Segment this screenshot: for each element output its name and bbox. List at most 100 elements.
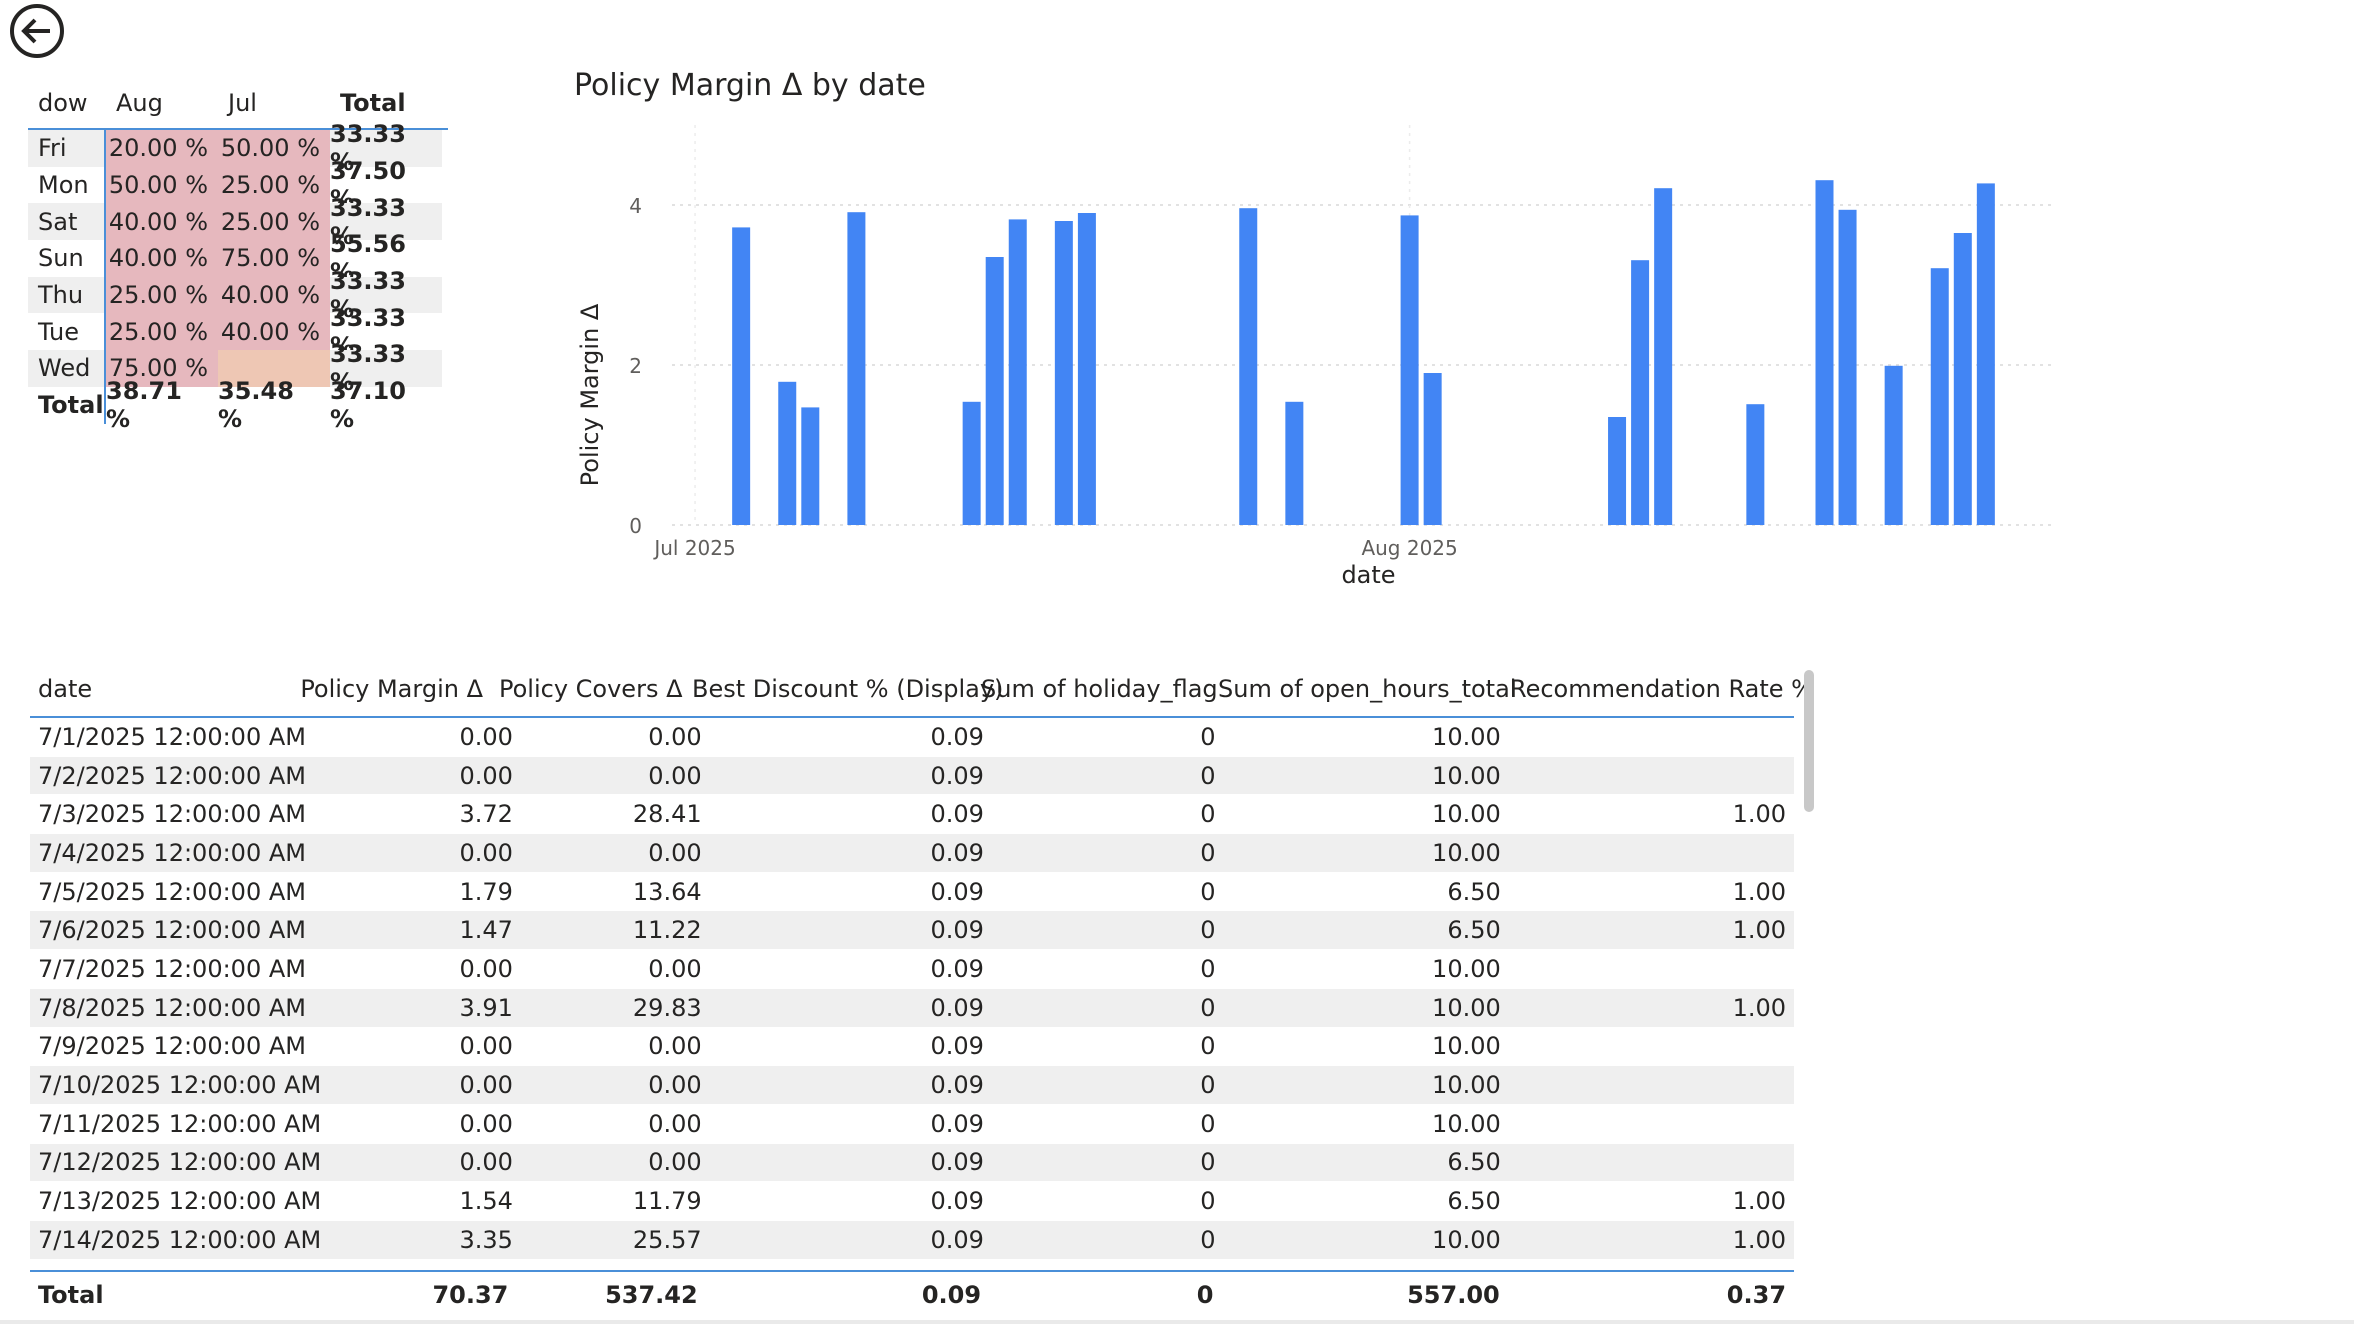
table-cell: 1.00 [1732, 916, 1786, 945]
table-cell: 0.09 [930, 993, 984, 1022]
table-cell: 0 [1200, 722, 1216, 751]
matrix-header-jul[interactable]: Jul [228, 89, 257, 117]
chart-bar[interactable] [1930, 268, 1949, 525]
table-cell: 7/2/2025 12:00:00 AM [38, 761, 306, 790]
chart-bar[interactable] [1884, 365, 1903, 525]
table-cell: 10.00 [1432, 1032, 1501, 1061]
chart-bar[interactable] [1285, 401, 1304, 525]
chart-bar[interactable] [1239, 208, 1258, 525]
chart-bar[interactable] [732, 227, 751, 525]
table-cell: 0.00 [648, 838, 702, 867]
matrix-row: Sat 40.00 % 25.00 % 33.33 % [28, 194, 448, 250]
table-row[interactable]: 7/7/2025 12:00:00 AM 0.00 0.00 0.09 0 10.00 [30, 950, 1794, 989]
table-cell: 0.09 [930, 1225, 984, 1254]
chart-bar[interactable] [1815, 180, 1834, 525]
chart-bar[interactable] [1838, 209, 1857, 526]
table-header: date Policy Margin Δ Policy Covers Δ Best D… [30, 662, 1814, 718]
table-row[interactable]: 7/4/2025 12:00:00 AM 0.00 0.00 0.09 0 10.00 [30, 834, 1794, 873]
chart-bar[interactable] [962, 401, 981, 525]
chart-bar[interactable] [1608, 417, 1627, 525]
table-cell: 0 [1200, 1032, 1216, 1061]
matrix-cell-jul: 75.00 % [218, 240, 330, 277]
chart-bar[interactable] [778, 381, 797, 525]
table-cell: 0 [1200, 1148, 1216, 1177]
chart-bar[interactable] [1976, 183, 1995, 525]
table-cell: 10.00 [1432, 993, 1501, 1022]
table-header-cell[interactable]: Recommendation Rate % [1510, 675, 1814, 703]
table-cell: 1.00 [1732, 1187, 1786, 1216]
table-header-cell[interactable]: date [38, 675, 93, 703]
table-cell: 0.00 [459, 1148, 513, 1177]
table-cell: 0.00 [459, 1109, 513, 1138]
table-cell: 0.09 [930, 761, 984, 790]
table-cell: 0.00 [648, 761, 702, 790]
back-arrow-icon [10, 4, 64, 58]
chart-bar[interactable] [1400, 215, 1419, 525]
table-cell: 6.50 [1447, 1148, 1501, 1177]
matrix-cell-dow: Fri [28, 130, 106, 167]
chart-bar[interactable] [801, 407, 820, 525]
table-total-cell: 0.37 [1726, 1281, 1787, 1309]
matrix-total-label: Total [28, 386, 106, 424]
table-cell: 7/12/2025 12:00:00 AM [38, 1148, 322, 1177]
matrix-row: Sun 40.00 % 75.00 % 55.56 % [28, 230, 448, 286]
table-row[interactable]: 7/14/2025 12:00:00 AM 3.35 25.57 0.09 0 10.00… [30, 1220, 1794, 1260]
matrix-cell-aug: 40.00 % [106, 203, 218, 241]
matrix-header-aug[interactable]: Aug [116, 89, 163, 117]
chart-bar[interactable] [1054, 221, 1073, 525]
table-cell: 10.00 [1432, 1109, 1501, 1138]
table-cell: 0.00 [648, 1071, 702, 1100]
table-cell: 10.00 [1432, 1225, 1501, 1254]
table-header-cell[interactable]: Best Discount % (Display) [692, 675, 1004, 703]
chart-bar[interactable] [1008, 219, 1027, 525]
table-row[interactable]: 7/8/2025 12:00:00 AM 3.91 29.83 0.09 0 10.00 1… [30, 988, 1794, 1028]
matrix-header-dow[interactable]: dow [38, 89, 88, 117]
chart-bar[interactable] [1746, 404, 1765, 525]
chart-bar[interactable] [985, 257, 1004, 525]
y-axis-title: Policy Margin Δ [576, 303, 604, 486]
table-cell: 0 [1200, 1225, 1216, 1254]
table-row[interactable]: 7/3/2025 12:00:00 AM 3.72 28.41 0.09 0 10.00 1… [30, 795, 1794, 835]
table-row[interactable]: 7/12/2025 12:00:00 AM 0.00 0.00 0.09 0 6.50 [30, 1143, 1794, 1183]
table-row[interactable]: 7/1/2025 12:00:00 AM 0.00 0.00 0.09 0 10.00 [30, 718, 1794, 757]
chart-bar[interactable] [1654, 188, 1673, 525]
table-row[interactable]: 7/5/2025 12:00:00 AM 1.79 13.64 0.09 0 6.50 1.… [30, 873, 1794, 912]
back-button[interactable] [8, 2, 66, 60]
table-cell: 7/10/2025 12:00:00 AM [38, 1071, 322, 1100]
table-header-cell[interactable]: Sum of holiday_flag [981, 675, 1218, 703]
x-axis-title: date [1341, 561, 1395, 589]
table-cell: 7/1/2025 12:00:00 AM [38, 722, 306, 751]
table-cell: 6.50 [1447, 877, 1501, 906]
table-cell: 0.00 [648, 722, 702, 751]
x-tick-label: Jul 2025 [652, 536, 735, 560]
matrix-header-total[interactable]: Total [340, 89, 406, 117]
chart-bar[interactable] [1631, 260, 1650, 525]
table-row[interactable]: 7/9/2025 12:00:00 AM 0.00 0.00 0.09 0 10.00 [30, 1028, 1794, 1067]
table-header-cell[interactable]: Policy Margin Δ [300, 675, 483, 703]
table-row[interactable]: 7/6/2025 12:00:00 AM 1.47 11.22 0.09 0 6.50 1.… [30, 911, 1794, 951]
table-cell: 10.00 [1432, 1071, 1501, 1100]
table-scrollbar-thumb[interactable] [1804, 670, 1814, 812]
table-row[interactable]: 7/10/2025 12:00:00 AM 0.00 0.00 0.09 0 10.00 [30, 1066, 1794, 1105]
chart-bar[interactable] [1953, 233, 1972, 525]
table-cell: 0.09 [930, 800, 984, 829]
chart-bar[interactable] [1423, 373, 1442, 525]
x-tick-label: Aug 2025 [1361, 536, 1457, 560]
table-cell: 0.00 [459, 954, 513, 983]
dow-month-matrix: dow Aug Jul Total Fri 20.00 % 50.00 % 33.33… [28, 78, 448, 434]
table-header-cell[interactable]: Sum of open_hours_total [1218, 675, 1517, 703]
table-row[interactable]: 7/11/2025 12:00:00 AM 0.00 0.00 0.09 0 10.00 [30, 1105, 1794, 1144]
table-cell: 1.00 [1732, 993, 1786, 1022]
matrix-cell-dow: Tue [28, 313, 106, 351]
table-row[interactable]: 7/2/2025 12:00:00 AM 0.00 0.00 0.09 0 10.00 [30, 756, 1794, 796]
matrix-total-aug: 38.71 % [106, 377, 182, 434]
table-header-cell[interactable]: Policy Covers Δ [499, 675, 683, 703]
table-cell: 0 [1200, 838, 1216, 867]
matrix-row: Mon 50.00 % 25.00 % 37.50 % [28, 157, 448, 213]
chart-bar[interactable] [847, 212, 866, 525]
chart-bar[interactable] [1077, 213, 1096, 525]
table-cell: 1.54 [459, 1187, 513, 1216]
matrix-row: Fri 20.00 % 50.00 % 33.33 % [28, 120, 448, 176]
table-row[interactable]: 7/13/2025 12:00:00 AM 1.54 11.79 0.09 0 6.50 1… [30, 1182, 1794, 1221]
